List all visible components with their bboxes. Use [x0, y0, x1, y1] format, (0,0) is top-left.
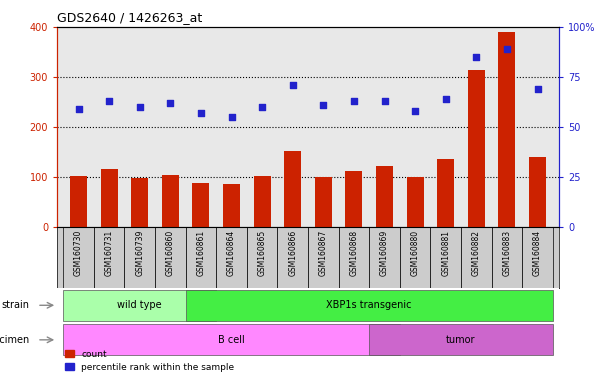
Bar: [223, 184, 240, 227]
Bar: [438, 159, 454, 227]
Point: [472, 54, 481, 60]
Text: GSM160861: GSM160861: [197, 230, 206, 276]
Point: [532, 86, 542, 92]
Bar: [522, 227, 553, 288]
Text: specimen: specimen: [0, 335, 29, 345]
Point: [257, 104, 267, 110]
Text: GSM160868: GSM160868: [349, 230, 358, 276]
Bar: [63, 324, 400, 356]
Point: [319, 102, 328, 108]
Text: GSM160867: GSM160867: [319, 230, 328, 276]
Text: GSM160864: GSM160864: [227, 230, 236, 276]
Text: GSM160731: GSM160731: [105, 230, 114, 276]
Point: [74, 106, 84, 112]
Point: [349, 98, 359, 104]
Text: strain: strain: [1, 300, 29, 310]
Bar: [308, 227, 338, 288]
Text: GSM160860: GSM160860: [166, 230, 175, 276]
Bar: [468, 70, 485, 227]
Text: GSM160730: GSM160730: [74, 230, 83, 276]
Bar: [529, 157, 546, 227]
Bar: [155, 227, 186, 288]
Text: tumor: tumor: [447, 335, 476, 345]
Bar: [186, 290, 553, 321]
Bar: [369, 324, 553, 356]
Text: GSM160865: GSM160865: [258, 230, 267, 276]
Bar: [70, 176, 87, 227]
Bar: [346, 171, 362, 227]
Text: GSM160881: GSM160881: [441, 230, 450, 276]
Text: GSM160880: GSM160880: [410, 230, 419, 276]
Point: [410, 108, 420, 114]
Text: wild type: wild type: [117, 300, 162, 310]
Point: [288, 82, 297, 88]
Text: GSM160882: GSM160882: [472, 230, 481, 276]
Bar: [369, 227, 400, 288]
Bar: [94, 227, 124, 288]
Text: GSM160866: GSM160866: [288, 230, 297, 276]
Bar: [63, 227, 94, 288]
Bar: [124, 227, 155, 288]
Text: GSM160884: GSM160884: [533, 230, 542, 276]
Point: [135, 104, 144, 110]
Bar: [63, 290, 216, 321]
Text: GSM160739: GSM160739: [135, 230, 144, 276]
Bar: [101, 169, 118, 227]
Point: [165, 100, 175, 106]
Bar: [131, 178, 148, 227]
Bar: [254, 176, 270, 227]
Bar: [247, 227, 278, 288]
Bar: [338, 227, 369, 288]
Bar: [400, 227, 430, 288]
Bar: [284, 151, 301, 227]
Text: GSM160869: GSM160869: [380, 230, 389, 276]
Bar: [162, 175, 178, 227]
Bar: [278, 227, 308, 288]
Point: [502, 46, 511, 52]
Text: GSM160883: GSM160883: [502, 230, 511, 276]
Text: XBP1s transgenic: XBP1s transgenic: [326, 300, 412, 310]
Bar: [492, 227, 522, 288]
Bar: [430, 227, 461, 288]
Point: [196, 110, 206, 116]
Bar: [192, 183, 209, 227]
Legend: count, percentile rank within the sample: count, percentile rank within the sample: [62, 346, 238, 376]
Bar: [376, 166, 393, 227]
Text: B cell: B cell: [218, 335, 245, 345]
Bar: [315, 177, 332, 227]
Point: [441, 96, 451, 102]
Point: [380, 98, 389, 104]
Point: [227, 114, 236, 120]
Bar: [186, 227, 216, 288]
Bar: [216, 227, 247, 288]
Bar: [407, 177, 424, 227]
Text: GDS2640 / 1426263_at: GDS2640 / 1426263_at: [57, 11, 203, 24]
Point: [105, 98, 114, 104]
Bar: [461, 227, 492, 288]
Bar: [498, 32, 515, 227]
